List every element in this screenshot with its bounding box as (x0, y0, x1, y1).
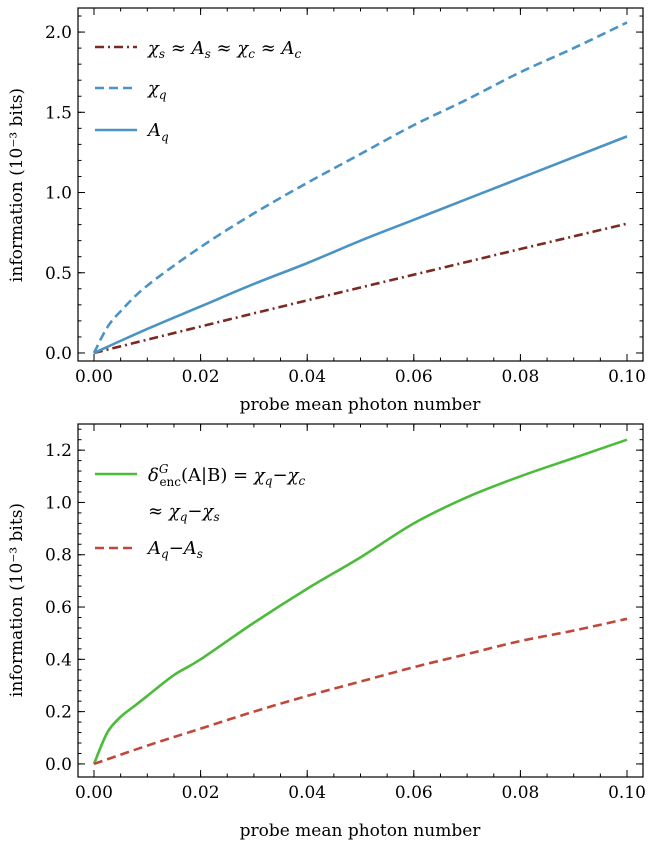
y-tick-label: 1.2 (45, 441, 72, 461)
legend-label-0-cont: ≈ χq−χs (148, 501, 220, 524)
x-tick-label: 0.08 (501, 783, 539, 803)
legend: χs ≈ As ≈ χc ≈ Ac χq Aq (95, 38, 302, 144)
top-chart: 0.00 0.02 0.04 0.06 0.08 0.100.00.51.01.52.0 … (7, 7, 646, 415)
x-tick-label: 0.00 (75, 367, 113, 387)
x-tick-label: 0.10 (608, 367, 646, 387)
x-tick-label: 0.02 (182, 367, 220, 387)
x-tick-label: 0.06 (395, 783, 433, 803)
y-tick-label: 1.0 (45, 184, 72, 204)
x-tick-label: 0.00 (75, 783, 113, 803)
axis-ticks: 0.00 0.02 0.04 0.06 0.08 0.10 0.0 0.5 1.0 1.5 2.0 (45, 8, 646, 387)
legend-label-0: δG enc(A|B) = χq−χc (148, 462, 306, 489)
y-tick-label: 1.0 (45, 493, 72, 513)
legend-label-0: χs ≈ As ≈ χc ≈ Ac (146, 38, 302, 61)
series-group (92, 21, 628, 355)
series-line-0 (92, 438, 628, 765)
series-line-2 (93, 135, 628, 355)
series-group (92, 438, 628, 766)
y-tick-label: 0.5 (45, 264, 72, 284)
x-tick-label: 0.08 (501, 367, 539, 387)
legend-label-2: Aq (146, 120, 169, 144)
legend-label-1: Aq−As (146, 538, 203, 561)
y-tick-label: 2.0 (45, 23, 72, 43)
x-axis-label: probe mean photon number (240, 821, 482, 841)
y-tick-label: 0.2 (45, 703, 72, 723)
series-line-0 (93, 222, 628, 355)
axis-ticks: 0.00 0.02 0.04 0.06 0.08 0.10 0.0 0.2 0.4 0.6 0.8 1… (45, 424, 646, 803)
y-tick-label: 0.0 (45, 755, 72, 775)
x-tick-label: 0.02 (182, 783, 220, 803)
y-tick-label: 0.4 (45, 650, 72, 670)
y-axis-label: information (10⁻³ bits) (7, 88, 27, 282)
y-tick-label: 0.6 (45, 598, 72, 618)
y-tick-label: 1.5 (45, 103, 72, 123)
x-axis-label: probe mean photon number (240, 395, 482, 415)
legend-label-1: χq (146, 78, 167, 102)
series-line-1 (93, 617, 628, 766)
y-tick-label: 0.0 (45, 344, 72, 364)
legend: δG enc(A|B) = χq−χc ≈ χq−χs Aq−As (95, 462, 306, 561)
x-tick-label: 0.04 (288, 783, 326, 803)
x-tick-label: 0.10 (608, 783, 646, 803)
x-tick-label: 0.04 (288, 367, 326, 387)
x-tick-label: 0.06 (395, 367, 433, 387)
bottom-chart: 0.00 0.02 0.04 0.06 0.08 0.10 0.0 0.2 0.4 0.6 0.8 1… (7, 423, 646, 841)
y-tick-label: 0.8 (45, 546, 72, 566)
y-axis-label: information (10⁻³ bits) (7, 503, 27, 697)
series-line-1 (92, 21, 628, 354)
